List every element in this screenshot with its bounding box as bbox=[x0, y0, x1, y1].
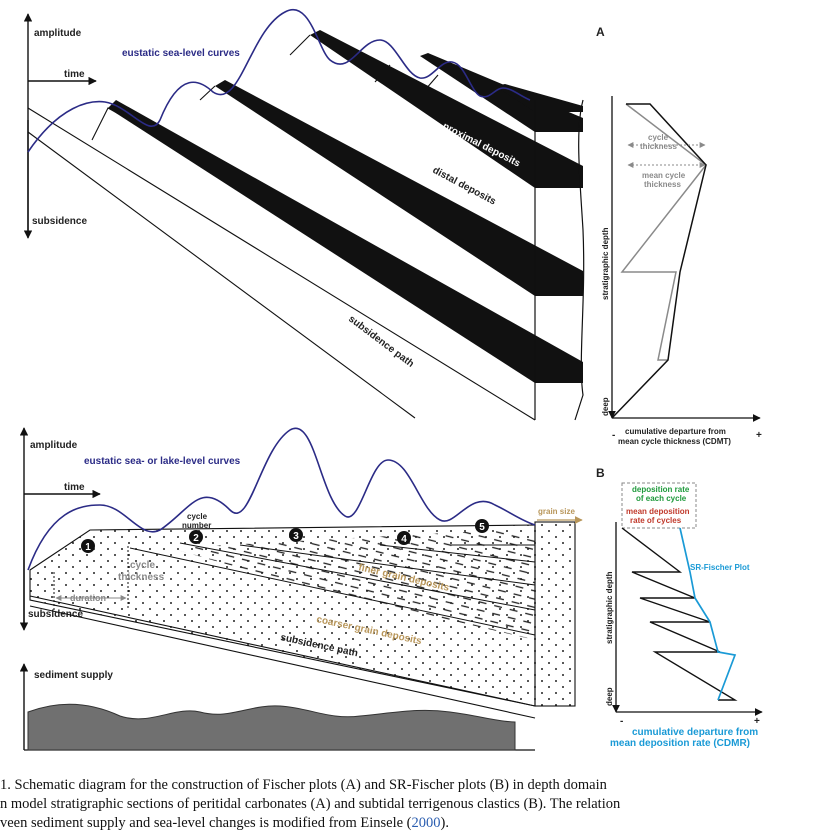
duration-label: duration bbox=[70, 593, 106, 603]
panel-a-fischer-plot: A stratigraphic depth deep - + cumulativ… bbox=[596, 25, 762, 446]
bed-2 bbox=[215, 80, 583, 296]
cycle-thickness-b-1: cycle bbox=[130, 560, 155, 571]
caption-line-3: veen sediment supply and sea-level chang… bbox=[0, 814, 826, 833]
cycle-thickness-2: thickness bbox=[640, 142, 677, 151]
bed-5 bbox=[495, 84, 583, 112]
mean-thickness-2: thickness bbox=[644, 180, 681, 189]
plot-a-plus: + bbox=[756, 430, 762, 441]
panel-a-letter: A bbox=[596, 25, 605, 39]
plot-a-xlabel-1: cumulative departure from bbox=[625, 427, 726, 436]
mean-thickness-1: mean cycle bbox=[642, 171, 686, 180]
wedge-top-3 bbox=[239, 544, 536, 586]
subsidence-path-line bbox=[27, 131, 416, 419]
plot-b-xlabel-2: mean deposition rate (CDMR) bbox=[610, 738, 750, 749]
grain-size-label: grain size bbox=[538, 507, 575, 516]
cycle-line-3 bbox=[289, 34, 311, 56]
cycle-badge-4: 4 bbox=[397, 531, 411, 545]
subsidence-path-b bbox=[29, 605, 536, 719]
rate-bracket bbox=[621, 482, 697, 529]
sediment-supply-label: sediment supply bbox=[34, 670, 113, 681]
plot-b-deep: deep bbox=[605, 687, 614, 706]
panel-b-diagram: amplitude time subsidence duration cycle… bbox=[19, 427, 583, 751]
svg-text:3: 3 bbox=[293, 531, 299, 542]
eustatic-curve bbox=[27, 8, 531, 153]
svg-text:5: 5 bbox=[479, 522, 485, 533]
plot-b-minus: - bbox=[620, 716, 623, 727]
panel-b-sr-fischer-plot: B stratigraphic depth deep - + depositio… bbox=[596, 466, 763, 749]
cycle-thickness-b-2: thickness bbox=[118, 572, 165, 583]
curves-label-b: eustatic sea- or lake-level curves bbox=[84, 456, 241, 467]
panel-b-letter: B bbox=[596, 466, 605, 480]
rate-each-2: of each cycle bbox=[636, 494, 687, 503]
bed-3 bbox=[310, 30, 583, 188]
caption-line-2: n model stratigraphic sections of periti… bbox=[0, 796, 621, 812]
section-column-right bbox=[574, 99, 585, 421]
caption-line-1: 1. Schematic diagram for the constructio… bbox=[0, 777, 607, 793]
amplitude-label-b: amplitude bbox=[30, 440, 78, 451]
wedge-top-1 bbox=[129, 547, 536, 636]
svg-text:4: 4 bbox=[401, 534, 407, 545]
plot-b-black-line bbox=[621, 527, 738, 701]
plot-a-xlabel-2: mean cycle thickness (CDMT) bbox=[618, 437, 731, 446]
svg-text:1: 1 bbox=[85, 542, 91, 553]
schematic-figure: amplitude time subsidence eustatic sea-l… bbox=[19, 8, 763, 751]
grain-column bbox=[534, 521, 576, 707]
finer-layers bbox=[170, 530, 535, 640]
caption-line-3-end: ). bbox=[440, 815, 449, 831]
cycle-badge-2: 2 bbox=[189, 530, 203, 544]
wedge-top-2 bbox=[179, 542, 536, 611]
sr-fischer-label: SR-Fischer Plot bbox=[690, 563, 750, 572]
subsidence-label-b: subsidence bbox=[28, 609, 83, 620]
cycle-number-1: cycle bbox=[187, 512, 208, 521]
cycle-line-2 bbox=[199, 85, 216, 101]
time-label-b: time bbox=[64, 482, 85, 493]
sediment-supply-area bbox=[27, 703, 516, 751]
cycle-badge-1: 1 bbox=[81, 539, 95, 553]
caption-line-3-text: veen sediment supply and sea-level chang… bbox=[0, 815, 412, 831]
subsidence-path-line-2 bbox=[27, 107, 536, 421]
cycle-badge-5: 5 bbox=[475, 519, 489, 533]
svg-text:2: 2 bbox=[193, 533, 199, 544]
curves-label: eustatic sea-level curves bbox=[122, 48, 240, 59]
lake-level-curve bbox=[27, 427, 536, 571]
subsidence-path-b-2 bbox=[29, 595, 536, 707]
plot-b-xlabel-1: cumulative departure from bbox=[632, 727, 758, 738]
cycle-thickness-1: cycle bbox=[648, 133, 669, 142]
amplitude-label: amplitude bbox=[34, 28, 82, 39]
subsidence-path-label: subsidence path bbox=[346, 314, 416, 370]
plot-a-ylabel: stratigraphic depth bbox=[601, 227, 610, 300]
plot-a-grey-line bbox=[620, 103, 708, 361]
caption-reference-link[interactable]: 2000 bbox=[411, 815, 441, 831]
sr-fischer-line bbox=[679, 527, 737, 701]
cycle-number-2: number bbox=[182, 521, 211, 530]
plot-b-ylabel: stratigraphic depth bbox=[605, 571, 614, 644]
cycle-badge-3: 3 bbox=[289, 528, 303, 542]
bed-1 bbox=[108, 100, 583, 383]
bed-4 bbox=[420, 53, 583, 132]
figure-caption: 1. Schematic diagram for the constructio… bbox=[0, 776, 826, 833]
subsidence-label: subsidence bbox=[32, 216, 87, 227]
mean-rate-2: rate of cycles bbox=[630, 516, 682, 525]
plot-a-black-line bbox=[611, 103, 707, 419]
plot-a-deep: deep bbox=[601, 397, 610, 416]
plot-a-minus: - bbox=[612, 430, 615, 441]
rate-each-1: deposition rate bbox=[632, 485, 690, 494]
wedge-top-4 bbox=[379, 544, 536, 563]
panel-a-diagram: amplitude time subsidence eustatic sea-l… bbox=[23, 8, 585, 421]
mean-rate-1: mean deposition bbox=[626, 507, 690, 516]
time-label: time bbox=[64, 69, 85, 80]
plot-b-plus: + bbox=[754, 716, 760, 727]
